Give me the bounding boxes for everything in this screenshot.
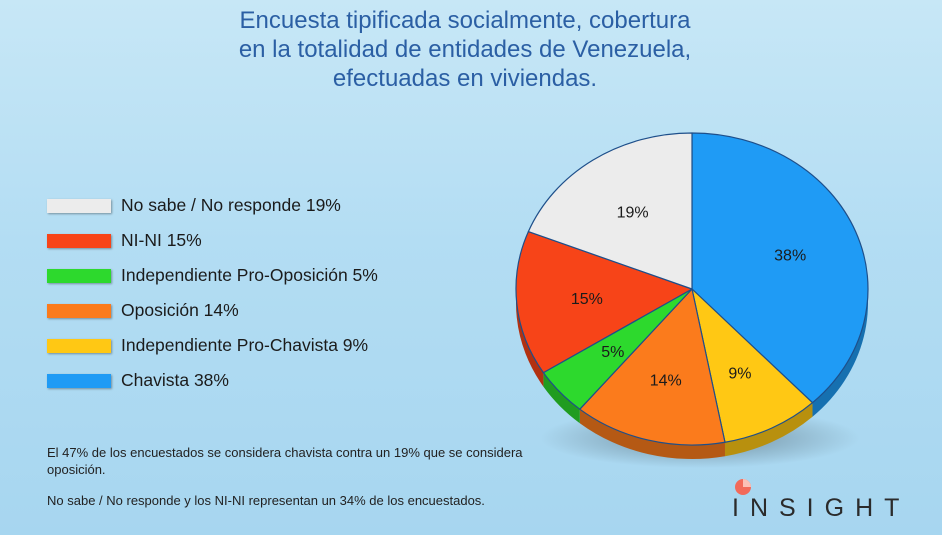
legend-item-ni-ni: NI-NI 15% (47, 230, 467, 251)
brand-circle-icon (735, 479, 751, 495)
brand-logo: INSIGHT (732, 479, 911, 523)
pie-label-independiente-pro-chavista: 9% (728, 365, 751, 382)
pie-label-oposici-n: 14% (650, 373, 682, 390)
title-line-2: en la totalidad de entidades de Venezuel… (238, 36, 692, 63)
legend-label-pro-oposicion: Independiente Pro-Oposición 5% (121, 265, 378, 285)
pie-labels: 38% 9% 14% 5% 15% 19% (571, 205, 806, 390)
pie-side-independiente-pro-oposici-n (543, 372, 580, 424)
pie-label-no-sabe-no-responde: 19% (617, 205, 649, 222)
pie-slice-chavista (691, 132, 869, 404)
legend-swatch-chavista (47, 374, 111, 388)
legend-label-pro-chavista: Independiente Pro-Chavista 9% (121, 335, 369, 355)
legend-item-chavista: Chavista 38% (47, 370, 467, 391)
pie-side-ni-ni (516, 231, 544, 387)
legend-label-ni-ni: NI-NI 15% (121, 230, 202, 250)
legend-swatch-pro-oposicion (47, 269, 111, 283)
legend-label-chavista: Chavista 38% (121, 370, 229, 390)
legend-swatch-oposicion (47, 304, 111, 318)
brand-name: INSIGHT (732, 494, 911, 522)
legend-swatch-pro-chavista (47, 339, 111, 353)
note-comparison: El 47% de los encuestados se considera c… (47, 445, 523, 477)
pie-slice-oposici-n (579, 288, 726, 446)
pie-slice-independiente-pro-chavista (691, 288, 814, 443)
legend-item-oposicion: Oposición 14% (47, 300, 467, 321)
chart-title: Encuesta tipificada socialmente, cobertu… (150, 6, 780, 93)
pie-label-ni-ni: 15% (571, 291, 603, 308)
legend-label-no-sabe: No sabe / No responde 19% (121, 195, 341, 215)
pie-slice-ni-ni (515, 230, 693, 374)
pie-side-oposici-n (579, 409, 725, 459)
legend-swatch-ni-ni (47, 234, 111, 248)
pie-slices (515, 132, 869, 446)
legend-label-oposicion: Oposición 14% (121, 300, 239, 320)
pie-slice-no-sabe-no-responde (527, 132, 693, 290)
note-undecided: No sabe / No responde y los NI-NI repres… (47, 493, 485, 508)
legend-item-pro-oposicion: Independiente Pro-Oposición 5% (47, 265, 467, 286)
legend-item-no-sabe: No sabe / No responde 19% (47, 195, 467, 216)
legend-swatch-no-sabe (47, 199, 111, 213)
legend-item-pro-chavista: Independiente Pro-Chavista 9% (47, 335, 467, 356)
pie-label-chavista: 38% (774, 248, 806, 265)
title-line-1: Encuesta tipificada socialmente, cobertu… (239, 7, 691, 34)
title-line-3: efectuadas en viviendas. (332, 65, 598, 92)
pie-label-independiente-pro-oposici-n: 5% (601, 344, 624, 361)
